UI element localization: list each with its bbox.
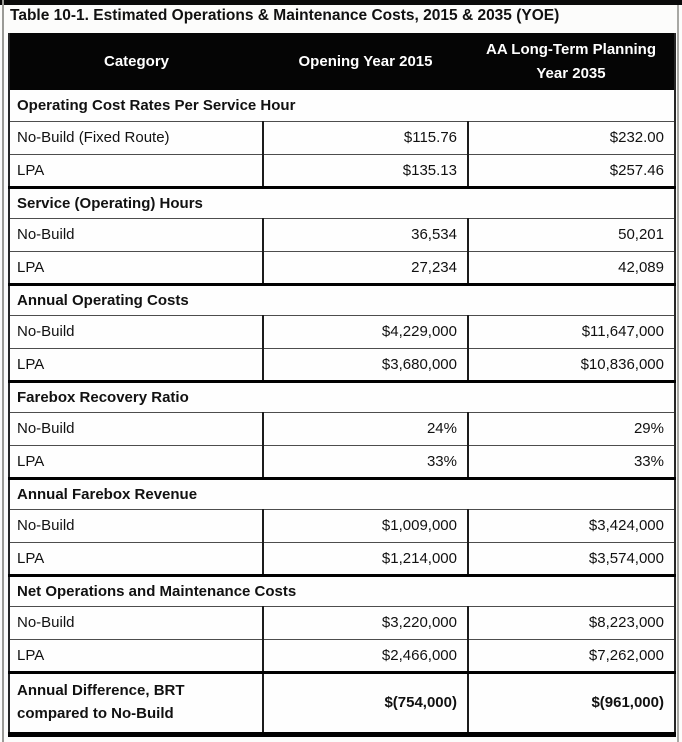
section-header-row: Farebox Recovery Ratio	[9, 379, 675, 413]
om-costs-table: Category Opening Year 2015 AA Long-Term …	[8, 33, 676, 737]
value-2015: 36,534	[262, 217, 468, 252]
section-header-operating-cost-rates: Operating Cost Rates Per Service Hour	[9, 90, 675, 122]
section-header-row: Annual Operating Costs	[9, 282, 675, 316]
section-header-row: Annual Farebox Revenue	[9, 476, 675, 510]
value-2015: $115.76	[262, 120, 468, 155]
value-2035: 50,201	[467, 217, 675, 252]
value-2035: $257.46	[467, 153, 675, 188]
table-row: No-Build $1,009,000 $3,424,000	[9, 508, 675, 543]
total-row: Annual Difference, BRT compared to No-Bu…	[9, 670, 675, 734]
section-header-farebox-recovery-ratio: Farebox Recovery Ratio	[9, 379, 675, 413]
row-label: LPA	[9, 638, 263, 673]
value-2015: 24%	[262, 411, 468, 446]
table-row: LPA $2,466,000 $7,262,000	[9, 638, 675, 673]
row-label: No-Build	[9, 508, 263, 543]
value-2035: $3,424,000	[467, 508, 675, 543]
row-label: LPA	[9, 250, 263, 285]
row-label: LPA	[9, 541, 263, 576]
value-2035: 42,089	[467, 250, 675, 285]
table-row: No-Build $3,220,000 $8,223,000	[9, 605, 675, 640]
section-header-row: Service (Operating) Hours	[9, 185, 675, 219]
total-row-label: Annual Difference, BRT compared to No-Bu…	[9, 670, 263, 734]
table-row: LPA 27,234 42,089	[9, 250, 675, 285]
table-row: No-Build 24% 29%	[9, 411, 675, 446]
table-row: LPA 33% 33%	[9, 444, 675, 479]
row-label: LPA	[9, 153, 263, 188]
total-value-2015: $(754,000)	[262, 670, 468, 734]
value-2035: $11,647,000	[467, 314, 675, 349]
column-header-category: Category	[9, 33, 263, 90]
value-2015: $4,229,000	[262, 314, 468, 349]
value-2035: 29%	[467, 411, 675, 446]
table-row: No-Build 36,534 50,201	[9, 217, 675, 252]
column-header-opening-year-2015: Opening Year 2015	[263, 33, 468, 90]
value-2015: $1,009,000	[262, 508, 468, 543]
section-header-row: Net Operations and Maintenance Costs	[9, 573, 675, 607]
page-border-top	[0, 0, 682, 5]
page-border-left	[2, 0, 4, 742]
value-2015: $3,220,000	[262, 605, 468, 640]
row-label: No-Build (Fixed Route)	[9, 120, 263, 155]
value-2015: $2,466,000	[262, 638, 468, 673]
total-value-2035: $(961,000)	[467, 670, 675, 734]
section-header-row: Operating Cost Rates Per Service Hour	[9, 90, 675, 122]
table-row: LPA $135.13 $257.46	[9, 153, 675, 188]
row-label: No-Build	[9, 217, 263, 252]
value-2035: $7,262,000	[467, 638, 675, 673]
table-title: Table 10-1. Estimated Operations & Maint…	[10, 7, 560, 24]
value-2015: $3,680,000	[262, 347, 468, 382]
row-label: No-Build	[9, 314, 263, 349]
value-2015: $135.13	[262, 153, 468, 188]
value-2035: $8,223,000	[467, 605, 675, 640]
section-header-service-hours: Service (Operating) Hours	[9, 185, 675, 219]
table-row: LPA $1,214,000 $3,574,000	[9, 541, 675, 576]
table-row: No-Build $4,229,000 $11,647,000	[9, 314, 675, 349]
table-row: LPA $3,680,000 $10,836,000	[9, 347, 675, 382]
value-2035: 33%	[467, 444, 675, 479]
value-2035: $3,574,000	[467, 541, 675, 576]
value-2015: 33%	[262, 444, 468, 479]
table-row: No-Build (Fixed Route) $115.76 $232.00	[9, 120, 675, 155]
value-2015: 27,234	[262, 250, 468, 285]
section-header-annual-farebox-revenue: Annual Farebox Revenue	[9, 476, 675, 510]
row-label: LPA	[9, 444, 263, 479]
row-label: No-Build	[9, 411, 263, 446]
section-header-net-om-costs: Net Operations and Maintenance Costs	[9, 573, 675, 607]
value-2035: $232.00	[467, 120, 675, 155]
section-header-annual-operating-costs: Annual Operating Costs	[9, 282, 675, 316]
row-label: LPA	[9, 347, 263, 382]
value-2015: $1,214,000	[262, 541, 468, 576]
row-label: No-Build	[9, 605, 263, 640]
table-header-row: Category Opening Year 2015 AA Long-Term …	[9, 33, 675, 90]
page-border-right	[677, 5, 679, 742]
column-header-aa-long-term-2035: AA Long-Term Planning Year 2035	[468, 33, 675, 90]
value-2035: $10,836,000	[467, 347, 675, 382]
